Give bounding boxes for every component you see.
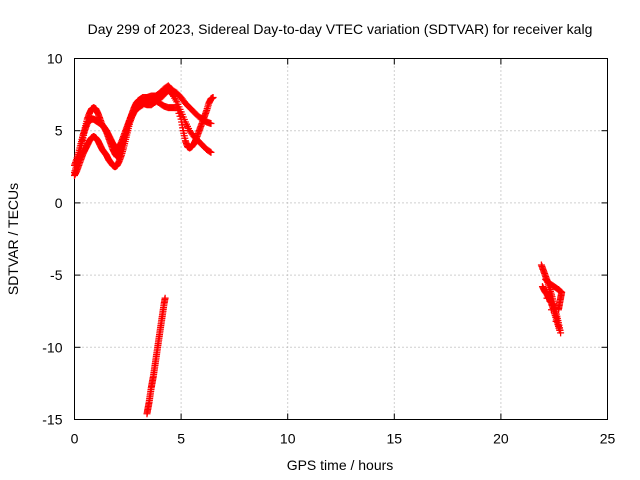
data-point bbox=[207, 119, 215, 127]
data-point bbox=[209, 93, 217, 101]
data-point bbox=[207, 148, 215, 156]
data-point bbox=[545, 288, 553, 296]
series-track-c bbox=[71, 93, 217, 179]
y-axis-title: SDTVAR / TECUs bbox=[5, 183, 21, 295]
data-point bbox=[552, 313, 560, 321]
y-tick-label: 5 bbox=[55, 123, 63, 139]
x-tick-label: 10 bbox=[280, 431, 296, 447]
x-tick-label: 15 bbox=[387, 431, 403, 447]
x-axis-title: GPS time / hours bbox=[287, 457, 394, 473]
x-tick-label: 5 bbox=[177, 431, 185, 447]
plot-frame bbox=[74, 58, 608, 420]
data-point bbox=[556, 326, 564, 334]
data-point bbox=[161, 294, 169, 302]
series-track-a bbox=[71, 82, 215, 177]
data-layer bbox=[71, 82, 566, 418]
data-point bbox=[206, 148, 214, 156]
y-tick-label: -5 bbox=[50, 267, 63, 283]
y-tick-label: -10 bbox=[42, 339, 62, 355]
y-tick-label: 0 bbox=[55, 195, 63, 211]
x-tick-label: 0 bbox=[71, 431, 79, 447]
y-tick-label: -15 bbox=[42, 412, 62, 428]
x-tick-label: 25 bbox=[600, 431, 616, 447]
chart-title: Day 299 of 2023, Sidereal Day-to-day VTE… bbox=[88, 21, 593, 37]
series-track-e bbox=[537, 261, 566, 337]
x-tick-label: 20 bbox=[493, 431, 509, 447]
y-tick-label: 10 bbox=[47, 51, 63, 67]
x-tick-labels: 0 5 10 15 20 25 bbox=[71, 431, 616, 447]
data-point bbox=[549, 301, 557, 309]
series-track-d bbox=[143, 294, 169, 418]
data-point bbox=[554, 306, 562, 314]
y-tick-labels: 10 5 0 -5 -10 -15 bbox=[42, 51, 62, 428]
grid-layer bbox=[74, 58, 608, 420]
tick-layer bbox=[74, 58, 608, 420]
